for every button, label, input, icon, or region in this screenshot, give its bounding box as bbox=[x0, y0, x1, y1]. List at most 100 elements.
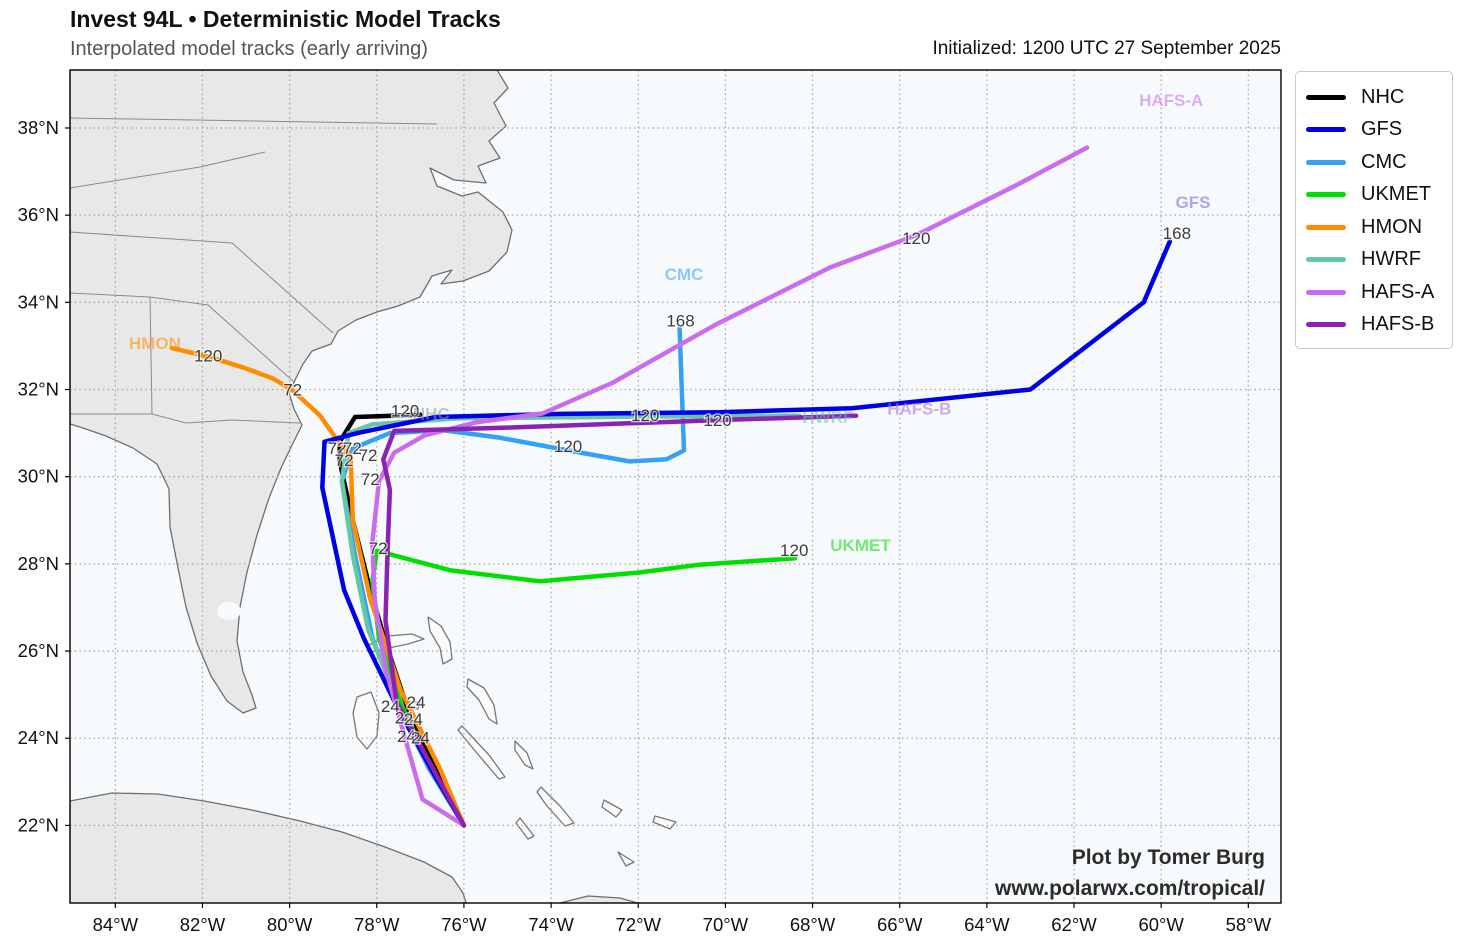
hour-label: 72 bbox=[359, 446, 378, 465]
legend-label: GFS bbox=[1361, 118, 1403, 141]
legend-label: HAFS-A bbox=[1361, 280, 1435, 303]
hour-label: 120 bbox=[902, 229, 930, 248]
page-subtitle: Interpolated model tracks (early arrivin… bbox=[70, 38, 428, 60]
lat-axis-labels: 38°N 36°N 34°N 32°N 30°N 28°N 26°N 24°N 22°N bbox=[18, 117, 59, 835]
state-border-line bbox=[70, 117, 438, 125]
legend-label: CMC bbox=[1361, 150, 1407, 173]
track-hafs-b bbox=[381, 413, 859, 828]
lon-tick-label: 72°W bbox=[616, 914, 662, 935]
cuba bbox=[70, 792, 467, 903]
island bbox=[617, 851, 635, 867]
lon-tick-label: 66°W bbox=[877, 914, 923, 935]
legend-label: NHC bbox=[1361, 85, 1405, 108]
attribution: Plot by Tomer Burg www.polarwx.com/tropi… bbox=[995, 842, 1265, 904]
hour-label: 24 bbox=[381, 697, 400, 716]
model-name-labels: HMON NHC CMC HWRF HAFS-B UKMET HAFS-A GFS bbox=[129, 91, 1210, 555]
hour-label: 24 bbox=[404, 710, 423, 729]
island bbox=[514, 740, 534, 770]
lon-tick-label: 62°W bbox=[1051, 914, 1097, 935]
legend-label: HWRF bbox=[1361, 248, 1421, 271]
model-label-gfs: GFS bbox=[1175, 193, 1210, 212]
lon-tick-label: 76°W bbox=[441, 914, 487, 935]
lon-tick-label: 82°W bbox=[180, 914, 226, 935]
lat-tick-label: 26°N bbox=[18, 640, 59, 661]
island bbox=[457, 725, 506, 780]
legend-item-cmc: CMC bbox=[1296, 146, 1452, 179]
legend-swatch-cmc bbox=[1306, 159, 1346, 165]
track-hafs-a bbox=[370, 145, 1090, 828]
legend-swatch-hafs-b bbox=[1306, 322, 1346, 328]
lon-tick-label: 60°W bbox=[1138, 914, 1184, 935]
island bbox=[515, 817, 535, 840]
model-tracks bbox=[169, 145, 1173, 828]
track-gfs bbox=[320, 239, 1173, 828]
hour-label: 120 bbox=[194, 347, 222, 366]
lat-tick-label: 34°N bbox=[18, 291, 59, 312]
us-mainland bbox=[70, 70, 513, 714]
bahamas-layer bbox=[352, 616, 677, 867]
legend-swatch-gfs bbox=[1306, 127, 1346, 133]
hour-label: 120 bbox=[554, 437, 582, 456]
legend-swatch-hwrf bbox=[1306, 257, 1346, 263]
lat-tick-label: 38°N bbox=[18, 117, 59, 138]
hour-label: 72 bbox=[369, 539, 388, 558]
model-label-hafs-a: HAFS-A bbox=[1139, 91, 1203, 110]
hour-label: 168 bbox=[1163, 224, 1191, 243]
lat-tick-label: 32°N bbox=[18, 379, 59, 400]
hour-label: 72 bbox=[361, 470, 380, 489]
landmass-layer bbox=[70, 70, 771, 903]
model-label-hmon: HMON bbox=[129, 334, 181, 353]
legend-item-hafs-b: HAFS-B bbox=[1296, 309, 1452, 342]
legend-item-ukmet: UKMET bbox=[1296, 179, 1452, 212]
init-time-label: Initialized: 1200 UTC 27 September 2025 bbox=[932, 38, 1281, 59]
lon-tick-label: 70°W bbox=[703, 914, 749, 935]
legend-item-gfs: GFS bbox=[1296, 114, 1452, 147]
island bbox=[652, 815, 677, 830]
model-label-cmc: CMC bbox=[665, 265, 704, 284]
lon-tick-label: 74°W bbox=[528, 914, 574, 935]
model-label-nhc: NHC bbox=[413, 404, 450, 423]
lat-tick-label: 36°N bbox=[18, 204, 59, 225]
lon-tick-label: 58°W bbox=[1226, 914, 1272, 935]
model-label-hafs-b: HAFS-B bbox=[887, 400, 951, 419]
state-border-line bbox=[70, 292, 295, 383]
legend-item-hmon: HMON bbox=[1296, 211, 1452, 244]
hour-label: 24 bbox=[397, 727, 416, 746]
lat-tick-label: 28°N bbox=[18, 553, 59, 574]
legend: NHC GFS CMC UKMET HMON HWRF HAFS-A HAFS-B bbox=[1295, 71, 1453, 349]
lon-tick-label: 80°W bbox=[267, 914, 313, 935]
legend-swatch-nhc bbox=[1306, 94, 1346, 100]
model-label-hwrf: HWRF bbox=[802, 408, 853, 427]
legend-swatch-hafs-a bbox=[1306, 289, 1346, 295]
lon-axis-labels: 84°W 82°W 80°W 78°W 76°W 74°W 72°W 70°W 68°W 66°W… bbox=[93, 914, 1272, 935]
island bbox=[427, 616, 453, 665]
hour-label: 24 bbox=[395, 708, 414, 727]
legend-item-hwrf: HWRF bbox=[1296, 244, 1452, 277]
island bbox=[466, 678, 498, 725]
state-border-line bbox=[70, 151, 266, 189]
attribution-url: www.polarwx.com/tropical/ bbox=[995, 877, 1265, 900]
hour-label: 72 bbox=[343, 439, 362, 458]
hour-label: 72 bbox=[283, 381, 302, 400]
legend-swatch-ukmet bbox=[1306, 192, 1346, 198]
state-border-line bbox=[149, 296, 153, 415]
hour-label: 168 bbox=[666, 312, 694, 331]
island bbox=[601, 799, 623, 818]
legend-label: HAFS-B bbox=[1361, 313, 1435, 336]
legend-label: HMON bbox=[1361, 215, 1423, 238]
island bbox=[558, 895, 640, 903]
lake-okeechobee bbox=[217, 602, 241, 620]
lon-tick-label: 68°W bbox=[790, 914, 836, 935]
page-title: Invest 94L • Deterministic Model Tracks bbox=[70, 6, 501, 32]
map-frame bbox=[69, 69, 1282, 904]
lon-tick-label: 78°W bbox=[354, 914, 400, 935]
state-borders bbox=[70, 117, 438, 424]
legend-item-nhc: NHC bbox=[1296, 81, 1452, 114]
legend-swatch-hmon bbox=[1306, 224, 1346, 230]
hour-label: 72 bbox=[328, 439, 347, 458]
state-border-line bbox=[70, 413, 301, 424]
legend-item-hafs-a: HAFS-A bbox=[1296, 276, 1452, 309]
island bbox=[352, 691, 380, 750]
lat-tick-label: 22°N bbox=[18, 814, 59, 835]
